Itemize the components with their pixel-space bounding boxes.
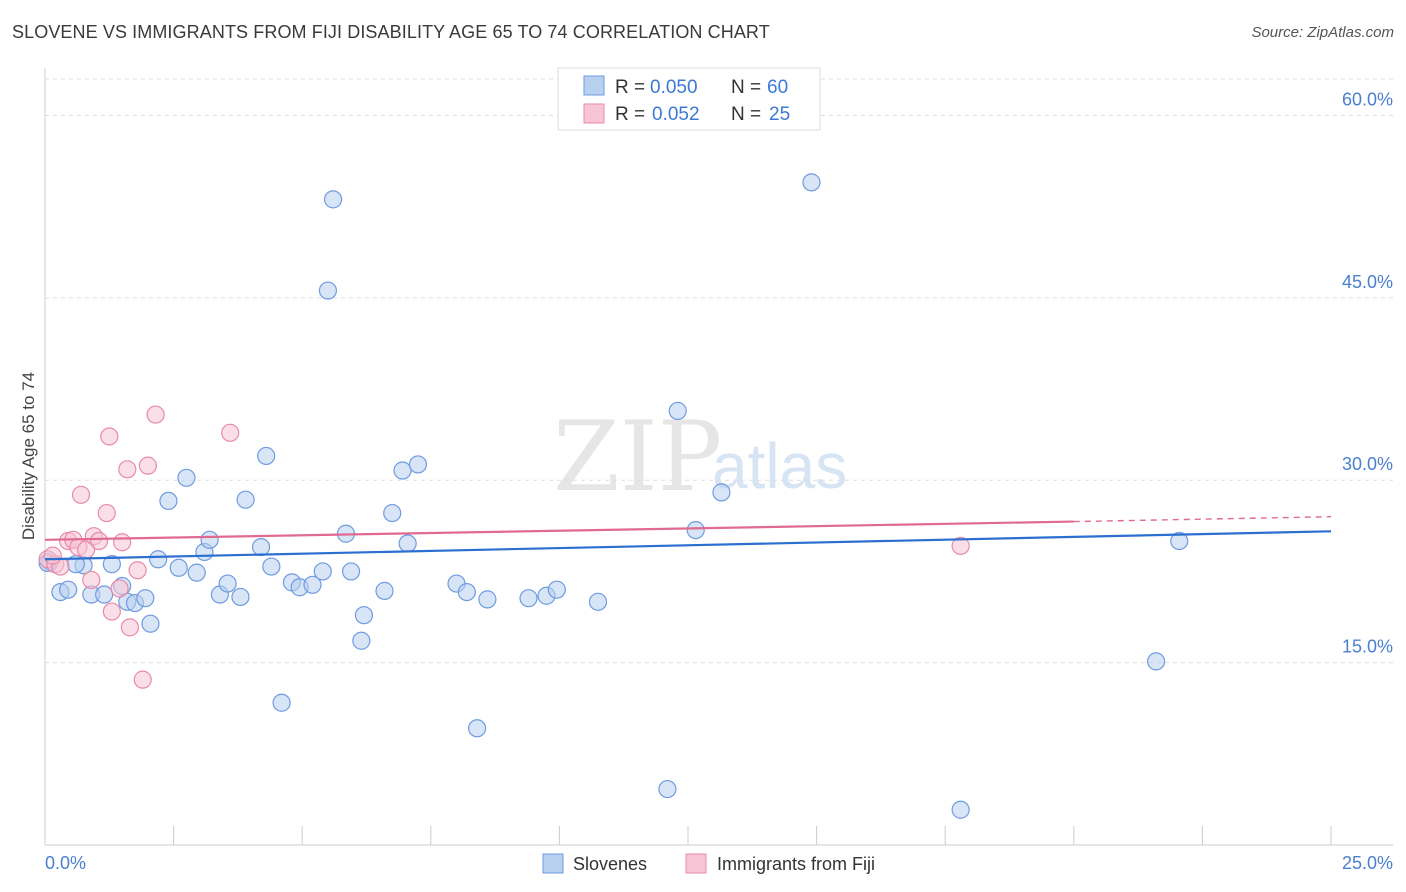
slovenes-point (519, 589, 538, 608)
fiji-point (118, 460, 137, 479)
legend-swatch-fiji (583, 103, 605, 124)
chart-title: SLOVENE VS IMMIGRANTS FROM FIJI DISABILI… (12, 22, 770, 42)
slovenes-point (341, 562, 361, 581)
slovenes-point (588, 592, 608, 611)
slovenes-point (257, 446, 276, 466)
slovenes-point (251, 538, 271, 557)
watermark-zip: ZIP (553, 401, 722, 513)
slovenes-point (547, 580, 566, 599)
slovenes-point (303, 575, 322, 594)
trend-lines (44, 516, 1332, 561)
slovenes-point (187, 563, 206, 582)
slovenes-point (457, 582, 476, 602)
slovenes-point (169, 558, 188, 577)
series-legend-label-slovenes: Slovenes (573, 854, 647, 874)
fiji-point (102, 602, 121, 621)
fiji-trend-extension (1073, 516, 1332, 523)
legend-r-label-1: R = (615, 77, 645, 98)
slovenes-point (95, 585, 114, 604)
legend-r-value-2: 0.052 (652, 104, 700, 125)
slovenes-point (218, 574, 237, 593)
fiji-point (100, 427, 119, 446)
slovenes-point (262, 557, 281, 576)
fiji-point (128, 561, 147, 580)
y-axis-label: Disability Age 65 to 74 (19, 372, 38, 540)
slovenes-trend-line (44, 530, 1332, 561)
slovenes-point (136, 589, 155, 608)
x-tick-label-min: 0.0% (45, 853, 86, 873)
legend-r-label-2: R = (615, 104, 645, 125)
slovenes-point (149, 550, 168, 569)
slovenes-point (354, 606, 374, 625)
fiji-point (146, 405, 165, 424)
slovenes-point (236, 490, 255, 509)
slovenes-point (478, 590, 497, 609)
slovenes-point (951, 800, 970, 819)
slovenes-point (802, 173, 821, 192)
slovenes-point (231, 587, 250, 607)
slovenes-point (383, 503, 402, 523)
x-tick-marks (173, 826, 1332, 845)
slovenes-point (375, 581, 394, 600)
fiji-point (110, 579, 129, 598)
slovenes-point (141, 614, 160, 633)
slovenes-point (712, 483, 731, 502)
slovenes-point (200, 530, 219, 549)
fiji-point (113, 533, 132, 552)
slovenes-point (1170, 531, 1189, 551)
slovenes-point (59, 580, 78, 599)
slovenes-point (668, 401, 687, 421)
series-legend: Slovenes Immigrants from Fiji (542, 853, 875, 874)
slovenes-point (658, 779, 677, 799)
fiji-point (82, 570, 101, 590)
fiji-point (43, 546, 62, 565)
slovenes-point (686, 520, 705, 540)
grid-lines (45, 78, 1393, 664)
slovenes-point (408, 455, 428, 474)
series-legend-swatch-slovenes (542, 853, 564, 874)
y-tick-label-15: 15.0% (1342, 637, 1393, 657)
slovenes-point (393, 461, 412, 480)
fiji-point (138, 456, 157, 475)
slovenes-point (102, 555, 121, 574)
fiji-point (97, 503, 116, 523)
legend-swatch-slovenes (583, 75, 605, 96)
legend-n-label-2: N = (731, 104, 761, 125)
slovenes-point (313, 562, 332, 581)
slovenes-point (318, 281, 338, 300)
y-tick-label-45: 45.0% (1342, 272, 1393, 292)
slovenes-point (398, 534, 417, 553)
y-tick-label-30: 30.0% (1342, 454, 1393, 474)
slovenes-point (177, 468, 196, 487)
fiji-trend-line (44, 520, 1074, 541)
legend-n-value-2: 25 (769, 104, 790, 125)
fiji-point (133, 670, 152, 689)
legend-r-value-1: 0.050 (650, 77, 698, 98)
slovenes-point (1147, 652, 1166, 671)
stats-legend: R = 0.050 N = 60 R = 0.052 N = 25 (557, 67, 821, 131)
slovenes-point (467, 719, 487, 738)
source-label: Source: ZipAtlas.com (1251, 24, 1394, 41)
legend-n-value-1: 60 (767, 77, 788, 98)
slovenes-point (352, 631, 371, 650)
fiji-point (89, 531, 109, 551)
series-legend-label-fiji: Immigrants from Fiji (717, 854, 875, 874)
fiji-point (71, 485, 91, 504)
x-tick-label-max: 25.0% (1342, 853, 1393, 873)
fiji-point (951, 536, 970, 555)
series-legend-swatch-fiji (685, 853, 707, 874)
fiji-point (221, 423, 240, 442)
slovenes-point (323, 190, 343, 209)
legend-n-label-1: N = (731, 77, 761, 98)
fiji-point (120, 618, 139, 637)
watermark-atlas: atlas (712, 430, 847, 502)
y-tick-label-60: 60.0% (1342, 89, 1393, 109)
slovenes-point (272, 693, 291, 712)
y-tick-labels: 15.0% 30.0% 45.0% 60.0% (1342, 89, 1393, 656)
slovenes-point (159, 491, 178, 511)
